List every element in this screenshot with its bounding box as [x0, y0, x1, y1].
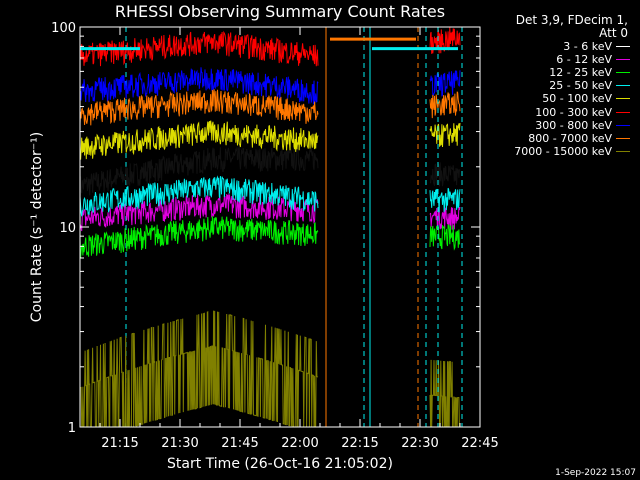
legend-entry: 6 - 12 keV [470, 53, 630, 66]
series-300-to-800keV [79, 67, 461, 105]
y-axis: 1 10 100 [51, 21, 480, 436]
legend-swatch [616, 111, 630, 113]
timestamp: 1-Sep-2022 15:07 [555, 468, 636, 478]
series-12-to-25keV [79, 216, 461, 259]
y-tick-label: 1 [68, 421, 76, 436]
x-tick-label: 21:45 [221, 436, 258, 451]
legend-header-line-2: Att 0 [599, 26, 628, 40]
plot-frame [79, 26, 481, 428]
legend-swatch [616, 124, 630, 126]
legend-swatch [616, 46, 630, 47]
legend-swatch [616, 150, 630, 152]
legend-swatch [616, 85, 630, 87]
plot-area [79, 27, 463, 428]
series-50-to-100keV [79, 120, 461, 160]
x-axis-label: Start Time (26-Oct-16 21:05:02) [167, 456, 393, 472]
x-axis: 21:15 21:30 21:45 22:00 22:15 22:30 22:45 [99, 27, 499, 451]
x-tick-label: 21:30 [161, 436, 198, 451]
series-7000-to-15000keV [79, 310, 460, 428]
x-tick-label: 22:45 [461, 436, 498, 451]
y-tick-label: 10 [59, 221, 76, 236]
legend-label: 3 - 6 keV [563, 40, 612, 53]
legend-label: 300 - 800 keV [535, 118, 612, 132]
series-3-to-6keV [79, 146, 461, 200]
legend-entry: 50 - 100 keV [470, 92, 630, 105]
x-tick-label: 22:30 [401, 436, 438, 451]
legend-entry: 12 - 25 keV [470, 66, 630, 79]
legend-entry: 7000 - 15000 keV [470, 145, 630, 158]
legend-entry: 800 - 7000 keV [470, 132, 630, 145]
legend-swatch [616, 59, 630, 61]
legend-entry: 25 - 50 keV [470, 79, 630, 92]
series-25-to-50keV [79, 175, 461, 217]
legend-label: 800 - 7000 keV [528, 131, 612, 145]
chart-title: RHESSI Observing Summary Count Rates [115, 2, 445, 21]
legend-swatch [616, 98, 630, 100]
legend-label: 12 - 25 keV [549, 66, 612, 80]
legend-swatch [616, 72, 630, 74]
legend-label: 6 - 12 keV [556, 53, 612, 67]
legend-label: 100 - 300 keV [535, 105, 612, 119]
series-100-to-300keV [79, 27, 461, 67]
legend-label: 50 - 100 keV [542, 92, 612, 106]
series-800-to-7000keV [79, 89, 461, 126]
legend-label: 7000 - 15000 keV [514, 144, 612, 158]
y-axis-label: Count Rate (s⁻¹ detector⁻¹) [29, 132, 45, 322]
x-tick-label: 21:15 [101, 436, 138, 451]
legend-entry: 3 - 6 keV [470, 40, 630, 53]
legend-swatch [616, 137, 630, 139]
legend-entry: 100 - 300 keV [470, 106, 630, 119]
x-tick-label: 22:00 [281, 436, 318, 451]
legend-entry: 300 - 800 keV [470, 119, 630, 132]
legend-label: 25 - 50 keV [549, 79, 612, 93]
y-tick-label: 100 [51, 21, 76, 36]
x-tick-label: 22:15 [341, 436, 378, 451]
legend-header-line-1: Det 3,9, FDecim 1, [515, 13, 628, 27]
